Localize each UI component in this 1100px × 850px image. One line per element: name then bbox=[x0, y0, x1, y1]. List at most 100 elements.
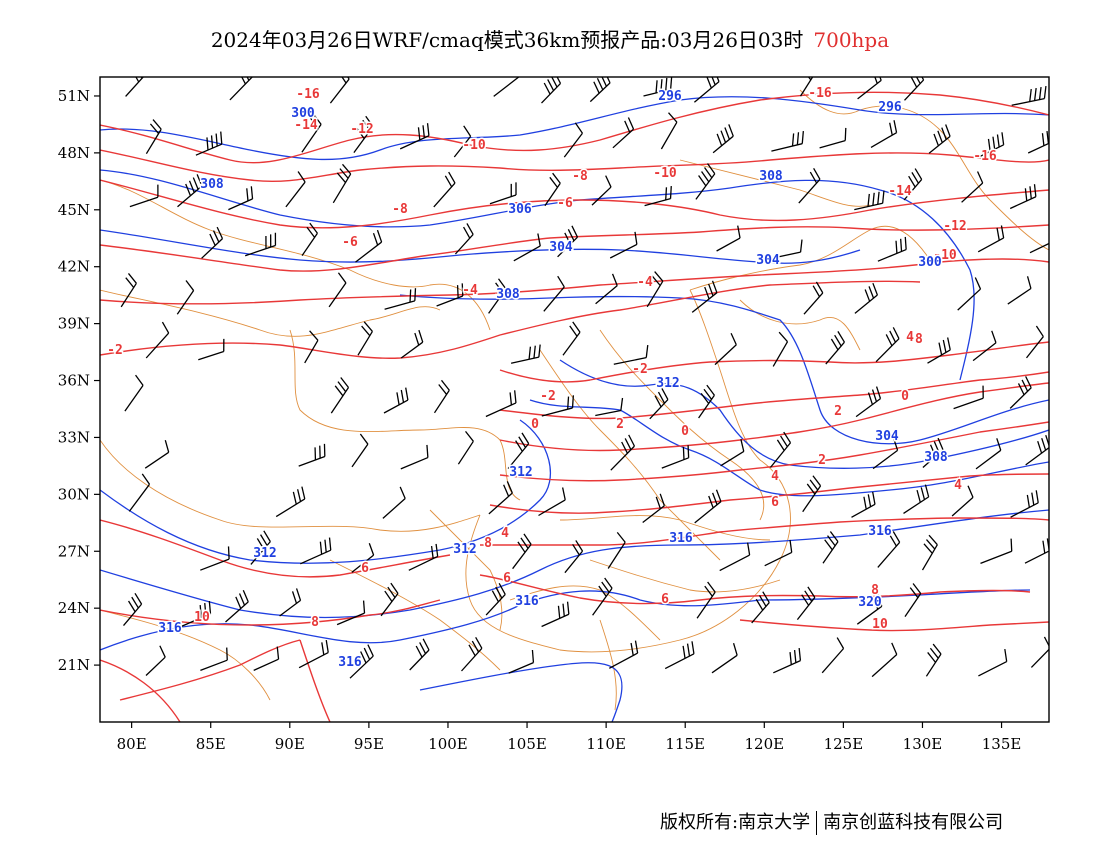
lon-tick-label: 105E bbox=[507, 735, 547, 753]
lat-tick-label: 42N bbox=[58, 258, 90, 276]
wind-barb bbox=[1010, 490, 1039, 518]
wind-barb bbox=[664, 641, 695, 670]
wind-barb bbox=[904, 583, 922, 617]
wind-barb bbox=[543, 275, 565, 312]
height-label: 316 bbox=[515, 594, 539, 609]
wind-barb bbox=[454, 223, 474, 255]
wind-barb bbox=[976, 132, 1005, 159]
wind-barb bbox=[1027, 130, 1049, 154]
lon-tick-label: 110E bbox=[586, 735, 626, 753]
wind-barb bbox=[336, 600, 366, 626]
wind-barb bbox=[275, 486, 306, 518]
wind-barb bbox=[129, 184, 159, 208]
wind-barb bbox=[538, 487, 566, 517]
temperature-label: -4 bbox=[637, 275, 653, 290]
wind-barb bbox=[595, 273, 618, 305]
wind-barb bbox=[298, 639, 329, 669]
lat-tick-label: 36N bbox=[58, 372, 90, 390]
wind-barb bbox=[1009, 184, 1037, 210]
wind-barb bbox=[200, 647, 228, 672]
wind-barb bbox=[798, 167, 821, 204]
wind-barb bbox=[771, 131, 804, 152]
wind-barb bbox=[351, 433, 369, 468]
wind-barb bbox=[1025, 435, 1049, 466]
temperature-label: 4 bbox=[501, 526, 509, 541]
height-label: 312 bbox=[453, 542, 476, 557]
height-label: 308 bbox=[496, 287, 520, 302]
wind-barb bbox=[855, 386, 882, 418]
wind-barb bbox=[961, 171, 984, 203]
temperature-label: 6 bbox=[661, 592, 669, 607]
height-label: 296 bbox=[658, 89, 682, 104]
wind-barb bbox=[400, 444, 429, 470]
lon-tick-label: 100E bbox=[428, 735, 468, 753]
temperature-label: -10 bbox=[653, 166, 677, 181]
temperature-label: -8 bbox=[572, 169, 588, 184]
wind-barb bbox=[285, 171, 306, 208]
wind-barb bbox=[145, 645, 166, 676]
map-frame bbox=[99, 76, 1050, 723]
lat-tick-label: 21N bbox=[58, 656, 90, 674]
wind-barb bbox=[200, 546, 230, 571]
wind-barb bbox=[355, 229, 383, 263]
wind-barb bbox=[773, 647, 802, 674]
lat-tick-label: 48N bbox=[58, 144, 90, 162]
wind-barb bbox=[120, 273, 137, 308]
temperature-label: -12 bbox=[943, 219, 966, 234]
wind-barb bbox=[564, 540, 584, 574]
wind-barb bbox=[822, 531, 839, 564]
wind-barb bbox=[928, 124, 951, 154]
copyright-owner: 版权所有:南京大学 bbox=[660, 812, 811, 833]
wind-barb bbox=[488, 278, 507, 314]
lat-tick-label: 24N bbox=[58, 599, 90, 617]
lat-tick-label: 45N bbox=[58, 201, 90, 219]
temperature-label: -2 bbox=[632, 362, 648, 377]
wind-barb bbox=[485, 390, 517, 418]
temperature-label: -2 bbox=[107, 343, 123, 358]
temperature-label: 6 bbox=[361, 561, 369, 576]
wind-barb bbox=[592, 577, 613, 616]
lat-tick-label: 27N bbox=[58, 542, 90, 560]
temperature-label: -16 bbox=[973, 149, 997, 164]
wind-barb bbox=[382, 486, 406, 519]
wind-barb bbox=[595, 397, 624, 417]
wind-barb bbox=[921, 534, 938, 571]
wind-barb bbox=[1009, 376, 1032, 409]
temperature-labels: -16 -16 -16 -14 -14 -12 -12 -10 -10 -10 -8 -8 -8 -6 -6… bbox=[106, 85, 999, 634]
wind-barb bbox=[541, 77, 562, 104]
wind-barb bbox=[927, 337, 951, 364]
wind-barb bbox=[691, 280, 718, 313]
temperature-label: 0 bbox=[681, 424, 689, 439]
longitude-axis: 80E 85E 90E 95E 100E 105E 110E 115E 120E 125E 130E… bbox=[117, 722, 1021, 753]
wind-barb bbox=[609, 231, 638, 259]
wind-barb bbox=[433, 379, 450, 414]
wind-barb bbox=[877, 236, 907, 262]
wind-barb bbox=[541, 601, 570, 628]
wind-barb bbox=[642, 493, 666, 524]
temperature-label: 0 bbox=[531, 417, 539, 432]
wind-barb bbox=[1030, 636, 1049, 668]
wind-barb bbox=[764, 539, 793, 567]
wind-barb bbox=[329, 77, 350, 104]
wind-barb bbox=[870, 120, 898, 148]
wind-barb bbox=[383, 387, 409, 414]
wind-barb bbox=[353, 115, 374, 153]
wind-barb bbox=[508, 649, 535, 674]
wind-barb bbox=[854, 190, 885, 211]
wind-barb bbox=[562, 321, 581, 356]
wind-barb bbox=[485, 583, 506, 616]
temperature-label: -10 bbox=[462, 138, 486, 153]
wind-barb bbox=[591, 175, 612, 206]
temperature-label: 6 bbox=[771, 495, 779, 510]
height-labels: 300 296 296 308 308 306 304 304 308 300 312 304 308 3… bbox=[157, 88, 950, 672]
temperature-label: 10 bbox=[194, 610, 210, 625]
wind-barb bbox=[124, 374, 144, 412]
temperature-label: 4 bbox=[771, 469, 779, 484]
wind-barb bbox=[433, 171, 456, 208]
height-label: 300 bbox=[291, 106, 315, 121]
temperature-label: 8 bbox=[484, 536, 492, 551]
wind-barb bbox=[660, 112, 678, 150]
wind-barb bbox=[719, 542, 751, 572]
wind-barb bbox=[453, 125, 472, 158]
pressure-level: 700hpa bbox=[813, 28, 890, 52]
